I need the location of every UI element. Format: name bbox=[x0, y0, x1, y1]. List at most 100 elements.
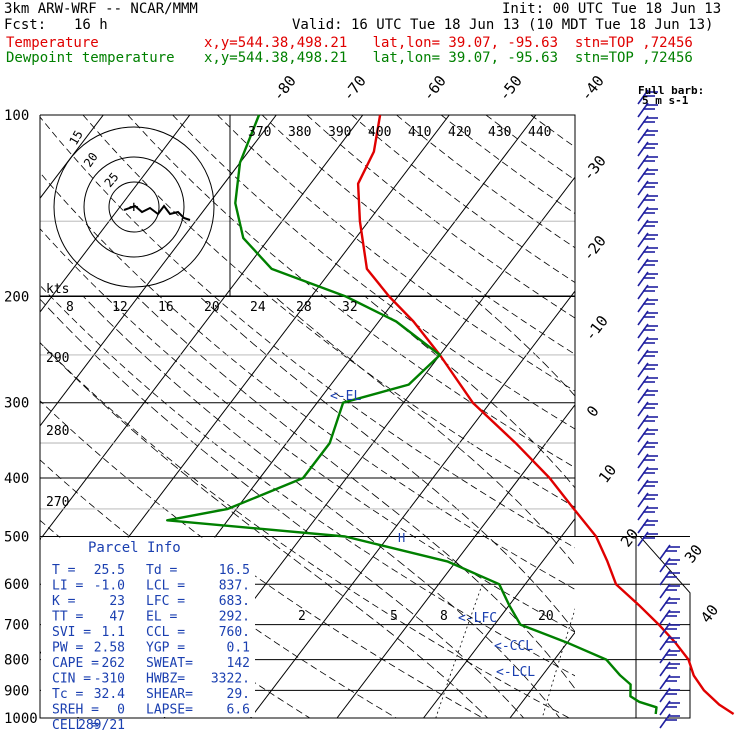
isotherm-label: -80 bbox=[269, 72, 300, 104]
dry-adiabat bbox=[40, 342, 571, 718]
parcel-row-label: LI = bbox=[52, 579, 83, 594]
theta-label: 440 bbox=[528, 125, 551, 140]
wind-barb bbox=[637, 466, 658, 482]
dewpoint-legend-name: Dewpoint temperature bbox=[6, 50, 175, 66]
dry-adiabat bbox=[530, 115, 575, 148]
dry-adiabat bbox=[576, 115, 740, 731]
wind-barb bbox=[637, 440, 658, 456]
parcel-row-label: SWEAT= bbox=[146, 656, 193, 671]
isotherm-label: 0 bbox=[583, 402, 603, 420]
wind-barb bbox=[659, 700, 680, 716]
wind-barb bbox=[637, 206, 658, 222]
parcel-row-value: 6.6 bbox=[227, 703, 250, 718]
isotherm bbox=[683, 115, 740, 718]
model-title: 3km ARW-WRF -- NCAR/MMM bbox=[4, 1, 198, 17]
wind-barb bbox=[659, 713, 680, 729]
wind-barb bbox=[637, 479, 658, 495]
hodograph-speed-label: 32 bbox=[342, 300, 358, 315]
dry-adiabat bbox=[40, 284, 575, 677]
parcel-row-value: 16.5 bbox=[219, 563, 250, 578]
parcel-row-value: 837. bbox=[219, 579, 250, 594]
parcel-row-label: Td = bbox=[146, 563, 177, 578]
dry-adiabat bbox=[351, 115, 575, 284]
parcel-row-label: YGP = bbox=[146, 641, 185, 656]
parcel-row-value: 0 bbox=[117, 703, 125, 718]
isotherm-label: -20 bbox=[579, 232, 610, 264]
parcel-row-label: CAPE = bbox=[52, 656, 99, 671]
wind-barb bbox=[637, 141, 658, 157]
isotherm-label: 40 bbox=[697, 601, 722, 626]
hodograph-ring-label: 20 bbox=[81, 150, 101, 170]
moist-adiabat bbox=[364, 296, 575, 489]
hodograph-ring-label: 15 bbox=[66, 128, 85, 148]
moist-adiabat bbox=[585, 297, 740, 731]
wind-barb bbox=[659, 557, 680, 573]
pressure-label: 400 bbox=[4, 471, 29, 487]
wind-barb bbox=[637, 336, 658, 352]
wind-barb bbox=[637, 193, 658, 209]
dry-adiabat bbox=[217, 115, 575, 392]
dry-adiabat bbox=[127, 115, 575, 469]
parcel-row-value: 3322. bbox=[211, 672, 250, 687]
parcel-row-value: 29. bbox=[227, 687, 250, 702]
theta-label: 420 bbox=[448, 125, 471, 140]
parcel-row-label: T = bbox=[52, 563, 76, 578]
wind-barb bbox=[637, 388, 658, 404]
pressure-label: 1000 bbox=[4, 711, 38, 727]
parcel-row-value: 292. bbox=[219, 610, 250, 625]
hodograph-speed-label: 16 bbox=[158, 300, 174, 315]
hodograph-speed-label: 12 bbox=[112, 300, 128, 315]
wind-barb bbox=[659, 648, 680, 664]
dewpoint-legend-info: x,y=544.38,498.21 lat,lon= 39.07, -95.63… bbox=[204, 50, 693, 66]
wind-barb bbox=[659, 622, 680, 638]
isotherm-label: -60 bbox=[419, 72, 450, 104]
isotherm-label: -40 bbox=[577, 72, 608, 104]
wind-barb bbox=[659, 596, 680, 612]
wind-barb bbox=[637, 115, 658, 131]
theta-label: 430 bbox=[488, 125, 511, 140]
pressure-label: 500 bbox=[4, 529, 29, 545]
level-label: <-CCL bbox=[494, 639, 533, 654]
wind-barb bbox=[637, 323, 658, 339]
hodograph-unit: kts bbox=[46, 282, 69, 297]
parcel-row-value: -310 bbox=[94, 672, 125, 687]
hodograph-speed-label: 20 bbox=[204, 300, 220, 315]
init-time: Init: 00 UTC Tue 18 Jun 13 bbox=[502, 1, 722, 17]
parcel-row-label: SREH = bbox=[52, 703, 99, 718]
dewpoint-profile bbox=[165, 114, 658, 715]
hodograph-speed-label: 24 bbox=[250, 300, 266, 315]
temperature-legend-name: Temperature bbox=[6, 35, 99, 51]
parcel-row-value: 25.5 bbox=[94, 563, 125, 578]
moist-adiabat bbox=[40, 298, 525, 718]
wind-barb bbox=[659, 609, 680, 625]
forecast-hour: 16 h bbox=[74, 17, 108, 33]
parcel-row-label: CCL = bbox=[146, 625, 185, 640]
dry-adiabat bbox=[440, 115, 575, 215]
wind-barb bbox=[637, 349, 658, 365]
hodograph-ring bbox=[53, 126, 215, 288]
pressure-label: 100 bbox=[4, 108, 29, 124]
theta-label: 380 bbox=[288, 125, 311, 140]
isotherm bbox=[336, 404, 575, 718]
dry-adiabat bbox=[172, 115, 575, 430]
parcel-row-label: Tc = bbox=[52, 687, 83, 702]
parcel-row-value: 683. bbox=[219, 594, 250, 609]
theta-label: 390 bbox=[328, 125, 351, 140]
pressure-label: 700 bbox=[4, 618, 29, 634]
dry-adiabat bbox=[396, 115, 575, 249]
isotherm-label: 10 bbox=[595, 461, 620, 486]
theta-label: 270 bbox=[46, 495, 69, 510]
wind-barb bbox=[637, 102, 658, 118]
mixing-ratio-label: 20 bbox=[538, 609, 554, 624]
wind-barb bbox=[637, 180, 658, 196]
moist-adiabat bbox=[40, 342, 489, 718]
wind-barb bbox=[659, 544, 680, 560]
theta-label: 370 bbox=[248, 125, 271, 140]
mixing-ratio-line bbox=[435, 584, 483, 718]
wind-barb bbox=[637, 362, 658, 378]
parcel-row-value: 32.4 bbox=[94, 687, 125, 702]
parcel-row-label: EL = bbox=[146, 610, 177, 625]
wind-barb bbox=[637, 427, 658, 443]
pressure-label: 300 bbox=[4, 396, 29, 412]
level-label: <-LCL bbox=[496, 665, 535, 680]
